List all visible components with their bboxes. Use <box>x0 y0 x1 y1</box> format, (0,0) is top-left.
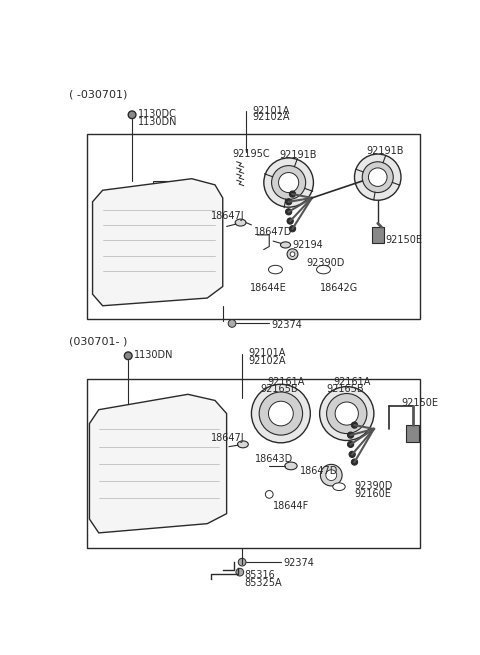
Circle shape <box>351 422 358 428</box>
Circle shape <box>265 491 273 498</box>
Text: 18644E: 18644E <box>250 283 287 293</box>
Text: 85316: 85316 <box>244 570 275 580</box>
Polygon shape <box>93 179 223 306</box>
Text: 92194: 92194 <box>292 240 323 250</box>
Text: 18643D: 18643D <box>255 454 294 464</box>
Text: 92195C: 92195C <box>232 149 270 159</box>
Circle shape <box>335 402 359 425</box>
Bar <box>372 227 384 242</box>
Circle shape <box>321 464 342 486</box>
Text: 92101A: 92101A <box>248 348 286 358</box>
Circle shape <box>238 558 246 566</box>
Circle shape <box>236 569 244 576</box>
Circle shape <box>348 441 354 447</box>
Text: 1130DN: 1130DN <box>137 117 177 127</box>
Text: 92101A: 92101A <box>252 105 289 115</box>
Text: 92191B: 92191B <box>366 146 404 157</box>
Circle shape <box>320 386 374 441</box>
Circle shape <box>351 459 358 465</box>
Circle shape <box>290 252 295 257</box>
Text: 18647J: 18647J <box>211 433 245 443</box>
Text: 92150E: 92150E <box>385 235 422 245</box>
Ellipse shape <box>235 219 246 226</box>
Text: 92102A: 92102A <box>252 113 290 122</box>
Circle shape <box>181 286 194 299</box>
Circle shape <box>349 451 355 457</box>
Circle shape <box>289 191 296 197</box>
Text: 92161A: 92161A <box>267 377 304 386</box>
Ellipse shape <box>333 483 345 491</box>
Circle shape <box>355 154 401 200</box>
Polygon shape <box>89 394 227 533</box>
Circle shape <box>287 249 298 259</box>
Circle shape <box>326 394 367 434</box>
Bar <box>87 134 420 319</box>
Text: 18642G: 18642G <box>320 283 358 293</box>
Text: 92191B: 92191B <box>279 150 317 160</box>
Text: (030701- ): (030701- ) <box>69 337 128 346</box>
Text: 18644F: 18644F <box>273 500 310 510</box>
Circle shape <box>348 432 354 438</box>
Circle shape <box>252 384 311 443</box>
Text: 92102A: 92102A <box>248 356 286 365</box>
Text: 92160E: 92160E <box>355 489 391 499</box>
Circle shape <box>124 352 132 360</box>
Circle shape <box>362 162 393 193</box>
Text: 92161A: 92161A <box>334 377 371 386</box>
Text: 92390D: 92390D <box>306 258 345 268</box>
Circle shape <box>128 111 136 119</box>
Circle shape <box>287 218 293 224</box>
Circle shape <box>272 166 306 200</box>
Circle shape <box>369 168 387 187</box>
Text: 18647D: 18647D <box>254 227 292 237</box>
Ellipse shape <box>238 441 248 448</box>
Circle shape <box>278 172 299 193</box>
Text: 92374: 92374 <box>272 320 302 329</box>
Text: 92374: 92374 <box>283 558 314 569</box>
Circle shape <box>289 226 296 232</box>
Circle shape <box>264 158 313 207</box>
Text: 1130DC: 1130DC <box>137 109 176 119</box>
Ellipse shape <box>268 265 282 274</box>
Text: 92165B: 92165B <box>326 384 364 394</box>
Text: 18647J: 18647J <box>211 211 245 221</box>
Text: 85325A: 85325A <box>244 578 282 588</box>
Circle shape <box>179 416 190 426</box>
Bar <box>407 425 419 442</box>
Bar <box>153 181 176 192</box>
Circle shape <box>286 209 292 215</box>
Ellipse shape <box>285 462 297 470</box>
Text: ( -030701): ( -030701) <box>69 89 128 100</box>
Circle shape <box>180 434 189 443</box>
Bar <box>87 379 420 548</box>
Circle shape <box>326 470 336 481</box>
Circle shape <box>259 392 302 435</box>
Circle shape <box>228 320 236 328</box>
Text: 92390D: 92390D <box>355 481 393 491</box>
Text: 92150E: 92150E <box>401 398 438 408</box>
Circle shape <box>268 402 293 426</box>
Text: 18647D: 18647D <box>300 466 338 476</box>
Bar <box>167 406 186 415</box>
Text: 1130DN: 1130DN <box>134 350 174 360</box>
Ellipse shape <box>280 242 290 248</box>
Text: 92165B: 92165B <box>260 384 298 394</box>
Ellipse shape <box>316 265 330 274</box>
Circle shape <box>286 198 292 205</box>
